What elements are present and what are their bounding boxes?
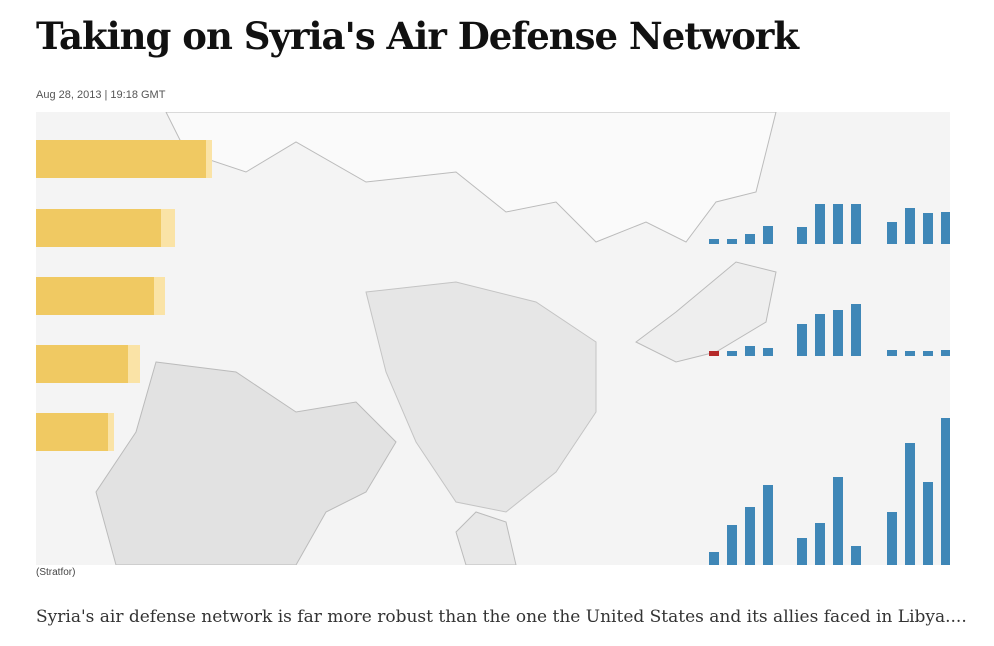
bar xyxy=(36,277,154,315)
bar xyxy=(833,310,843,356)
article-title: Taking on Syria's Air Defense Network xyxy=(36,14,799,58)
bar xyxy=(763,348,773,356)
bar xyxy=(833,477,843,565)
article-image xyxy=(36,112,950,565)
bar xyxy=(851,204,861,244)
bar xyxy=(815,204,825,244)
bar xyxy=(941,212,950,244)
article-summary: Syria's air defense network is far more … xyxy=(36,607,967,627)
bar xyxy=(727,351,737,356)
article-date: Aug 28, 2013 | 19:18 GMT xyxy=(36,89,166,101)
bar xyxy=(851,546,861,565)
bar xyxy=(745,346,755,356)
bar xyxy=(763,485,773,565)
bar xyxy=(905,351,915,356)
blue-bars xyxy=(709,204,950,565)
bar xyxy=(815,523,825,565)
bar xyxy=(36,209,161,247)
bar-highlight xyxy=(709,351,719,356)
bar xyxy=(905,208,915,244)
yellow-bars xyxy=(36,140,212,451)
map-region xyxy=(95,361,397,565)
bar xyxy=(905,443,915,565)
bar xyxy=(923,351,933,356)
bar xyxy=(887,512,897,565)
bar xyxy=(797,538,807,565)
bar xyxy=(727,525,737,565)
bar xyxy=(745,234,755,244)
bar xyxy=(709,239,719,244)
map-region xyxy=(165,112,777,243)
bar xyxy=(887,222,897,244)
bar xyxy=(797,324,807,356)
map-region xyxy=(365,281,597,513)
bar xyxy=(36,345,128,383)
bar xyxy=(887,350,897,356)
bar xyxy=(36,140,206,178)
image-credit: (Stratfor) xyxy=(36,567,76,578)
bar xyxy=(745,507,755,565)
bar xyxy=(941,350,950,356)
map-region xyxy=(635,261,777,363)
bar xyxy=(727,239,737,244)
bar xyxy=(923,213,933,244)
bar xyxy=(763,226,773,244)
bar xyxy=(709,552,719,565)
bar xyxy=(923,482,933,565)
bar xyxy=(851,304,861,356)
bar xyxy=(815,314,825,356)
map-region xyxy=(455,511,517,565)
bar xyxy=(833,204,843,244)
bar xyxy=(941,418,950,565)
bar xyxy=(797,227,807,244)
bar xyxy=(36,413,108,451)
